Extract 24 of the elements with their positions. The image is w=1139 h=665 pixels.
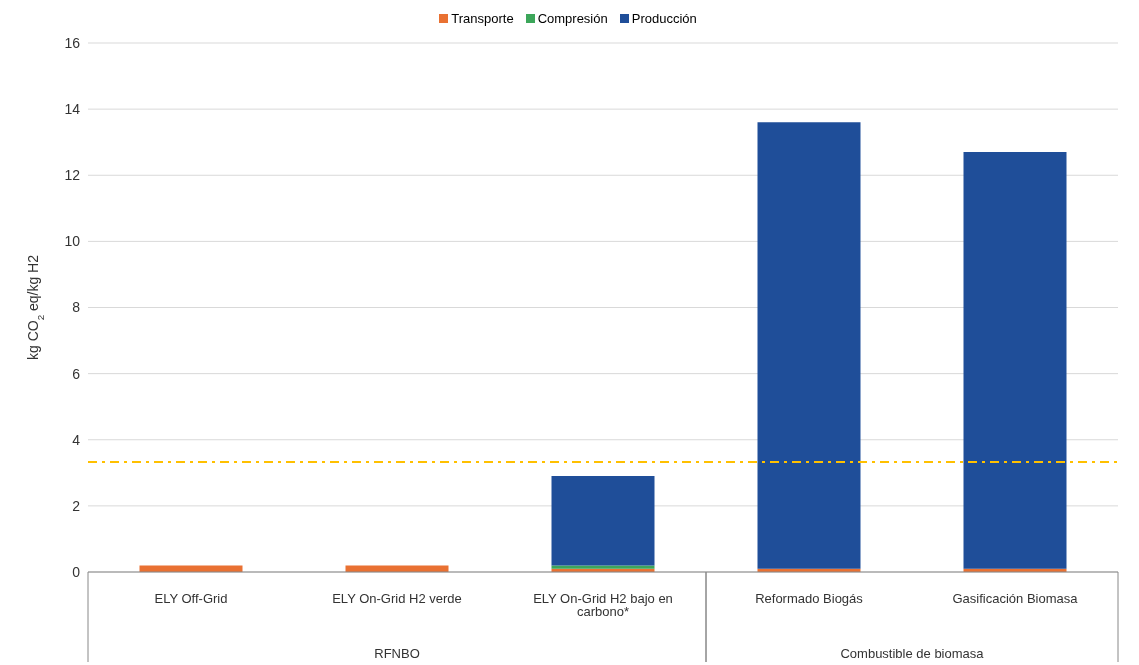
y-tick-label: 4	[72, 431, 81, 448]
x-tick-label: ELY On-Grid H2 verde	[332, 591, 462, 607]
x-tick-label: ELY On-Grid H2 bajo en carbono*	[533, 591, 673, 620]
bar	[139, 565, 243, 572]
y-tick-label: 6	[72, 365, 81, 382]
bar	[963, 152, 1067, 569]
y-tick-label: 8	[72, 299, 81, 316]
bar	[345, 565, 449, 572]
bar	[551, 476, 655, 566]
bar	[757, 122, 861, 569]
y-tick-label: 16	[64, 34, 81, 51]
y-tick-label: 0	[72, 563, 81, 580]
text: RFNBO	[374, 646, 420, 661]
text: Combustible de biomasa	[840, 646, 985, 661]
x-tick-label: Gasificación Biomasa	[952, 591, 1079, 607]
y-tick-label: 2	[72, 497, 81, 514]
legend-label: Producción	[630, 10, 697, 26]
y-tick-label: 14	[64, 101, 81, 118]
legend-label: Transporte	[450, 10, 514, 26]
y-tick-label: 10	[64, 233, 81, 250]
y-tick-label: 12	[64, 167, 81, 184]
legend-label: Compresión	[536, 10, 608, 26]
x-tick-label: ELY Off-Grid	[154, 591, 228, 607]
x-tick-label: Reformado Biogás	[755, 591, 864, 607]
